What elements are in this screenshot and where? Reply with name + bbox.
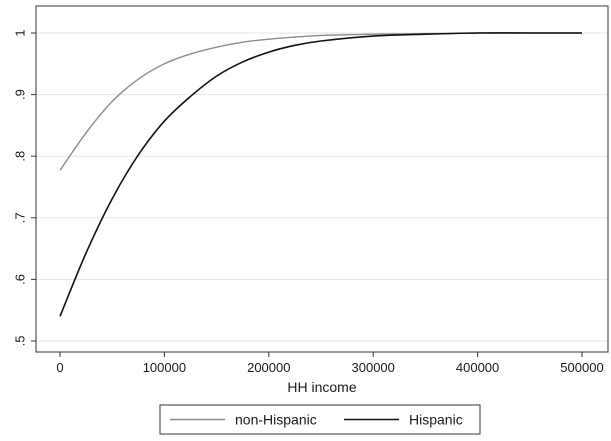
grid-lines [36, 32, 608, 342]
x-tick-label: 0 [56, 360, 63, 375]
x-axis-title: HH income [287, 379, 356, 395]
plot-frame [35, 5, 609, 353]
legend-items: non-Hispanic Hispanic [170, 412, 463, 428]
series-line-hispanic [59, 32, 582, 317]
x-tick-label: 500000 [560, 360, 603, 375]
legend-label-non-hispanic: non-Hispanic [235, 412, 317, 428]
x-tick-label: 100000 [143, 360, 186, 375]
y-tick-label: .5 [13, 336, 28, 347]
x-axis: 0 100000 200000 300000 400000 500000 [56, 352, 604, 375]
y-tick-label: .6 [13, 274, 28, 285]
y-tick-label: 1 [13, 29, 28, 36]
x-tick-label: 200000 [247, 360, 290, 375]
y-tick-label: .9 [13, 89, 28, 100]
y-tick-label: .8 [13, 151, 28, 162]
y-axis: .5 .6 .7 .8 .9 1 [13, 29, 36, 347]
legend: non-Hispanic Hispanic [159, 404, 481, 435]
y-tick-label: .7 [13, 212, 28, 223]
x-tick-label: 300000 [352, 360, 395, 375]
series-layer [59, 32, 582, 317]
legend-label-hispanic: Hispanic [409, 412, 463, 428]
x-tick-label: 400000 [456, 360, 499, 375]
